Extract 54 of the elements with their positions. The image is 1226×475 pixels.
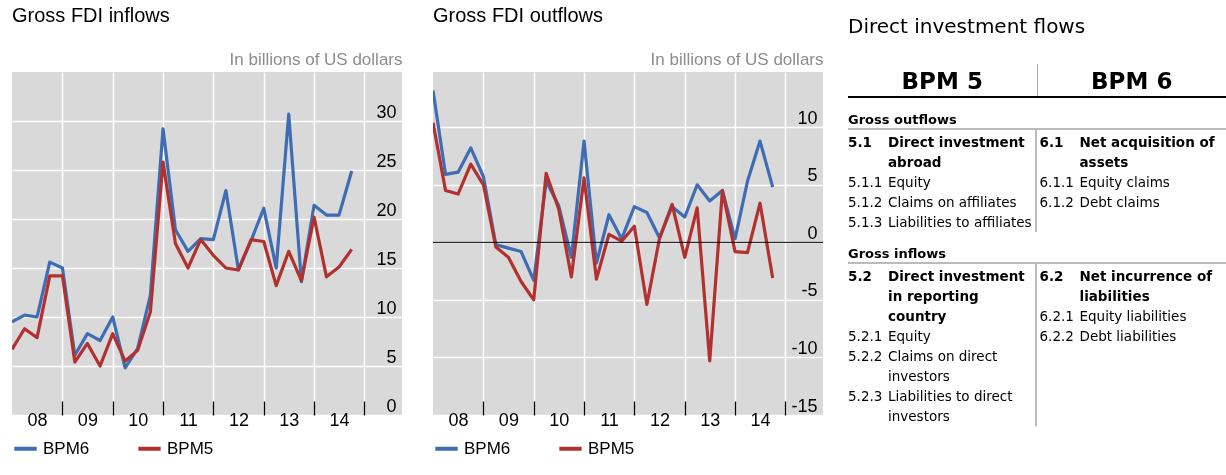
text: BPM 6 xyxy=(1036,64,1226,96)
x-tick-label: 13 xyxy=(279,409,300,430)
x-tick-label: 14 xyxy=(329,409,350,430)
x-tick-label: 12 xyxy=(649,409,670,430)
x-tick-label: 12 xyxy=(228,409,249,430)
text: 6.1.2 Debt claims xyxy=(1039,193,1160,212)
y-tick-label: 5 xyxy=(386,346,397,367)
text: Gross outflows xyxy=(848,112,1226,130)
legend-label: BPM5 xyxy=(588,438,635,458)
x-tick-label: 10 xyxy=(128,409,149,430)
text: Gross inflows xyxy=(848,246,1226,264)
y-tick-label: 25 xyxy=(376,150,397,171)
x-tick-label: 10 xyxy=(549,409,570,430)
x-tick-label: 08 xyxy=(448,409,469,430)
chart-title: Gross FDI inflows xyxy=(12,4,170,26)
text: Direct investment flows xyxy=(848,14,1087,38)
y-tick-label: 10 xyxy=(376,297,397,318)
text: 5.1.3 Liabilities to affiliates xyxy=(848,213,1032,232)
text: 6.1.1 Equity claims xyxy=(1039,173,1170,192)
y-axis-title: In billions of US dollars xyxy=(650,49,824,69)
x-tick-label: 09 xyxy=(77,409,98,430)
text: 5.1 Direct investment abroad xyxy=(848,133,1026,172)
y-tick-label: 20 xyxy=(376,199,397,220)
text: BPM 5 xyxy=(900,67,984,96)
y-tick-label: 15 xyxy=(376,248,397,269)
legend-label: BPM6 xyxy=(43,438,90,458)
y-tick-label: 30 xyxy=(376,101,397,122)
x-tick-label: 09 xyxy=(498,409,519,430)
text: 5.2 Direct investment in reporting country xyxy=(848,267,1026,326)
y-tick-label: 5 xyxy=(807,165,818,186)
x-tick-label: 11 xyxy=(179,409,198,430)
y-tick-label: -15 xyxy=(791,395,818,416)
y-tick-label: 0 xyxy=(807,222,818,243)
text: 6.2 Net incurrence of liabilities xyxy=(1039,267,1214,306)
y-tick-label: -10 xyxy=(791,337,818,358)
text: 6.2.2 Debt liabilities xyxy=(1039,327,1177,346)
x-tick-label: 08 xyxy=(27,409,48,430)
text: 6.2.1 Equity liabilities xyxy=(1039,307,1187,326)
legend-label: BPM5 xyxy=(167,438,214,458)
x-tick-label: 11 xyxy=(600,409,619,430)
text: 5.1.1 Equity xyxy=(848,173,931,192)
y-axis-title: In billions of US dollars xyxy=(229,49,403,69)
legend-label: BPM6 xyxy=(464,438,511,458)
text: 5.2.1 Equity xyxy=(848,327,931,346)
x-tick-label: 14 xyxy=(750,409,771,430)
y-tick-label: 0 xyxy=(386,395,397,416)
text: 5.1.2 Claims on affiliates xyxy=(848,193,1017,212)
text: 5.2.2 Claims on direct investors xyxy=(848,347,999,386)
text: 6.1 Net acquisition of assets xyxy=(1039,133,1216,172)
y-tick-label: -5 xyxy=(801,280,818,301)
x-tick-label: 13 xyxy=(700,409,721,430)
y-tick-label: 10 xyxy=(797,107,818,128)
text: 5.2.3 Liabilities to direct investors xyxy=(848,387,1014,426)
chart-title: Gross FDI outflows xyxy=(433,4,604,26)
